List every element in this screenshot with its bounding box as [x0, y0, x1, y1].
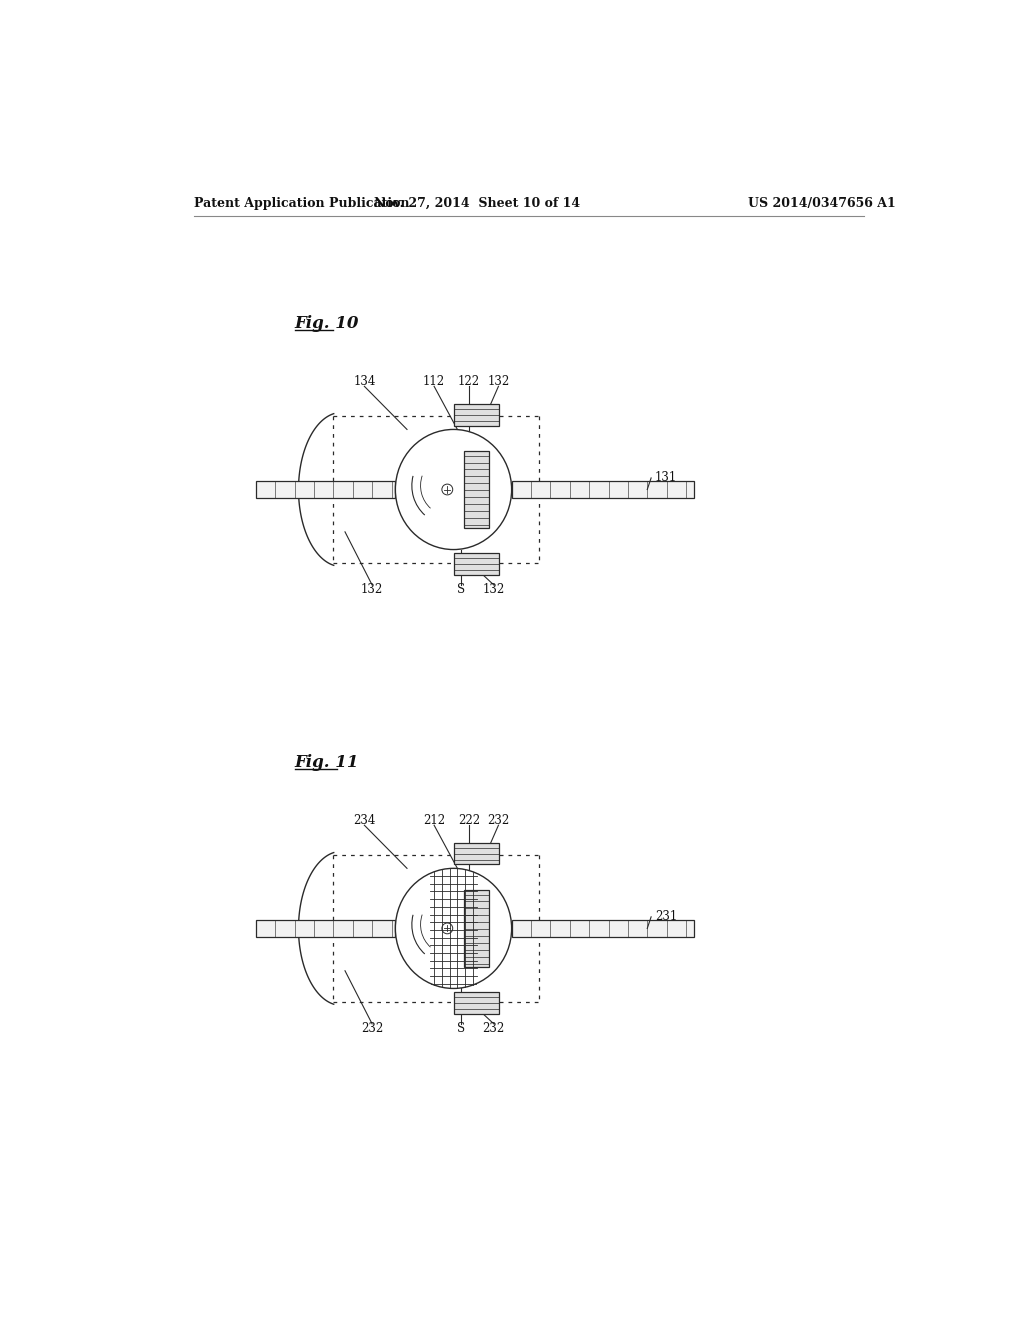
Text: 232: 232	[482, 1022, 505, 1035]
Text: 131: 131	[655, 471, 677, 484]
Bar	[256, 920, 395, 937]
Ellipse shape	[395, 429, 512, 549]
Text: 212: 212	[423, 814, 445, 828]
Bar	[455, 993, 500, 1014]
Text: Nov. 27, 2014  Sheet 10 of 14: Nov. 27, 2014 Sheet 10 of 14	[374, 197, 580, 210]
Text: 132: 132	[482, 583, 505, 597]
Bar	[455, 553, 500, 576]
Text: 134: 134	[353, 375, 376, 388]
Text: 222: 222	[458, 814, 480, 828]
Text: Patent Application Publication: Patent Application Publication	[194, 197, 410, 210]
Text: S: S	[457, 583, 465, 597]
Text: Fig. 10: Fig. 10	[295, 315, 359, 333]
Circle shape	[442, 923, 453, 933]
Circle shape	[442, 484, 453, 495]
Bar	[455, 404, 500, 425]
Text: 234: 234	[353, 814, 376, 828]
Text: US 2014/0347656 A1: US 2014/0347656 A1	[748, 197, 896, 210]
Text: 232: 232	[361, 1022, 383, 1035]
Text: Fig. 11: Fig. 11	[295, 754, 359, 771]
Text: 132: 132	[361, 583, 383, 597]
Text: 232: 232	[487, 814, 510, 828]
Text: 122: 122	[458, 375, 480, 388]
Text: S: S	[457, 1022, 465, 1035]
Text: 132: 132	[487, 375, 510, 388]
Bar	[455, 843, 500, 865]
Text: 231: 231	[655, 911, 677, 924]
Bar	[464, 451, 489, 528]
Bar	[464, 890, 489, 966]
Bar	[256, 480, 395, 498]
Text: 112: 112	[423, 375, 445, 388]
Bar	[512, 920, 693, 937]
Bar	[512, 480, 693, 498]
Ellipse shape	[395, 869, 512, 989]
